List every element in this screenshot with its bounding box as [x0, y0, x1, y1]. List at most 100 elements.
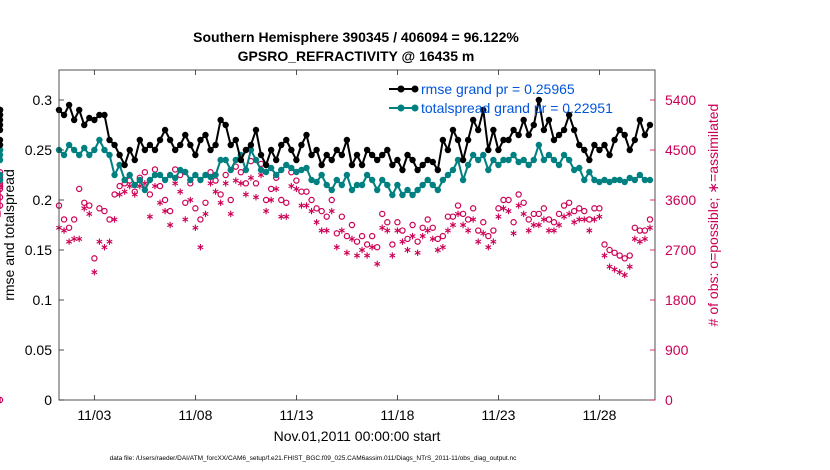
totalspread-point	[353, 181, 361, 189]
obs-possible-marker	[96, 205, 103, 212]
totalspread-point	[641, 176, 649, 184]
rmse-point	[586, 156, 593, 164]
y2-tick-label: 1800	[665, 292, 696, 308]
obs-possible-marker	[434, 235, 442, 243]
obs-possible-marker	[0, 202, 4, 209]
obs-possible-marker	[525, 216, 532, 223]
obs-assimilated-marker	[384, 227, 391, 234]
rmse-point	[328, 156, 335, 164]
obs-possible-marker	[505, 196, 512, 204]
totalspread-point	[515, 158, 522, 166]
totalspread-point	[606, 178, 613, 186]
obs-assimilated-marker	[444, 227, 451, 234]
obs-possible-marker	[646, 216, 654, 223]
obs-possible-marker	[101, 207, 108, 215]
totalspread-point	[540, 156, 548, 164]
rmse-point	[520, 116, 527, 124]
obs-possible-marker	[353, 238, 361, 245]
rmse-point	[278, 141, 285, 149]
obs-assimilated-marker	[525, 227, 532, 234]
totalspread-point	[318, 171, 325, 179]
obs-assimilated-marker	[131, 191, 138, 198]
totalspread-point	[283, 161, 290, 169]
obs-possible-marker	[520, 199, 527, 206]
obs-assimilated-marker	[389, 252, 396, 259]
totalspread-point	[414, 186, 421, 194]
rmse-point	[384, 146, 391, 154]
y-tick-label: 0	[44, 392, 52, 408]
obs-possible-marker	[485, 232, 492, 240]
totalspread-point	[207, 173, 214, 181]
obs-possible-marker	[621, 255, 628, 262]
obs-possible-marker	[510, 219, 517, 226]
totalspread-point	[338, 181, 346, 189]
y2-tick-label: 3600	[665, 192, 696, 208]
totalspread-point	[202, 171, 209, 179]
rmse-point	[409, 156, 416, 164]
rmse-point	[288, 146, 295, 154]
obs-assimilated-marker	[515, 202, 522, 209]
rmse-point	[490, 126, 497, 134]
obs-possible-marker	[439, 232, 447, 240]
rmse-point	[535, 96, 543, 104]
legend-spread-label: totalspread grand pr = 0.22951	[421, 100, 613, 116]
totalspread-point	[384, 181, 391, 189]
obs-assimilated-marker	[485, 244, 492, 251]
obs-assimilated-marker	[545, 227, 552, 234]
obs-possible-marker	[454, 202, 462, 209]
obs-assimilated-marker	[121, 188, 128, 195]
obs-assimilated-marker	[475, 238, 482, 245]
rmse-point	[81, 121, 88, 129]
obs-possible-marker	[515, 191, 522, 198]
obs-assimilated-marker	[364, 252, 371, 259]
plot-frame	[58, 69, 656, 401]
obs-assimilated-marker	[460, 221, 467, 229]
x-tick-label: 11/03	[77, 407, 111, 423]
rmse-point	[197, 136, 204, 144]
obs-possible-marker	[0, 396, 4, 404]
rmse-point	[237, 156, 245, 164]
rmse-point	[70, 116, 78, 124]
totalspread-point	[565, 156, 573, 164]
totalspread-point	[399, 191, 406, 199]
obs-assimilated-marker	[409, 232, 416, 240]
rmse-point	[192, 151, 199, 159]
obs-possible-marker	[146, 191, 154, 198]
rmse-point	[606, 151, 613, 159]
totalspread-point	[570, 166, 578, 174]
obs-assimilated-marker	[86, 210, 93, 218]
obs-assimilated-marker	[162, 207, 169, 215]
rmse-point	[207, 146, 214, 154]
obs-possible-marker	[91, 255, 98, 262]
totalspread-point	[252, 156, 260, 164]
totalspread-point	[389, 191, 396, 199]
rmse-point	[480, 106, 487, 114]
obs-assimilated-marker	[288, 182, 295, 190]
obs-assimilated-marker	[96, 238, 103, 245]
totalspread-point	[525, 161, 532, 169]
rmse-point	[96, 111, 103, 119]
obs-possible-marker	[389, 241, 396, 248]
obs-assimilated-marker	[520, 210, 527, 218]
obs-assimilated-marker	[66, 238, 73, 245]
rmse-point	[106, 136, 113, 144]
totalspread-point	[434, 186, 442, 194]
rmse-point	[242, 146, 250, 154]
obs-assimilated-marker	[434, 246, 441, 254]
totalspread-point	[0, 176, 4, 184]
totalspread-point	[166, 171, 174, 179]
obs-assimilated-marker	[601, 252, 608, 259]
obs-assimilated-marker	[646, 224, 653, 231]
obs-possible-marker	[116, 182, 123, 190]
rmse-point	[641, 131, 649, 139]
totalspread-point	[480, 151, 487, 159]
obs-possible-marker	[217, 191, 224, 198]
totalspread-point	[469, 151, 477, 159]
totalspread-point	[91, 146, 98, 154]
rmse-point	[505, 136, 512, 144]
obs-assimilated-marker	[126, 182, 133, 190]
totalspread-point	[156, 171, 164, 179]
rmse-point	[202, 131, 209, 139]
obs-assimilated-marker	[606, 263, 613, 270]
